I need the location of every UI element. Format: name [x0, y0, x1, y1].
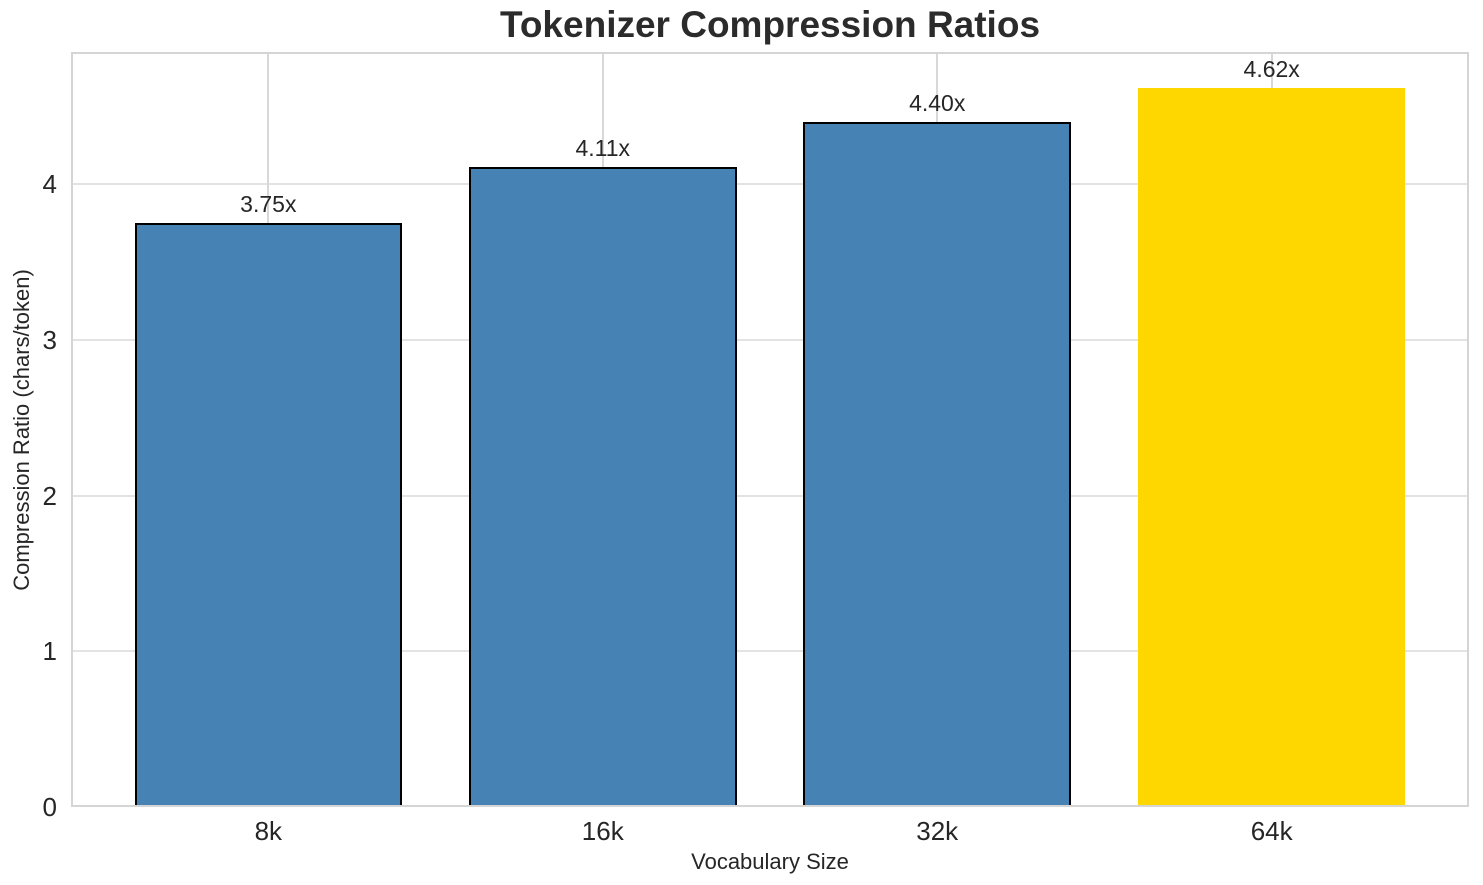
- h-gridline: [71, 183, 1469, 186]
- h-gridline: [71, 338, 1469, 341]
- h-gridline: [71, 650, 1469, 653]
- x-axis-label: Vocabulary Size: [691, 849, 849, 874]
- bar-value-label: 4.11x: [575, 135, 631, 162]
- bar-8k: [134, 223, 403, 807]
- bar-16k: [468, 167, 737, 807]
- x-tick-label: 8k: [254, 816, 283, 846]
- bar-value-label: 4.40x: [909, 90, 966, 117]
- y-tick-label: 4: [42, 169, 57, 200]
- x-tick-label: 64k: [1250, 816, 1293, 846]
- h-gridline: [71, 494, 1469, 497]
- y-axis-label: Compression Ratio (chars/token): [9, 269, 34, 591]
- y-tick-label: 1: [42, 636, 57, 667]
- plot-area: Vocabulary Size 0 1 2 3 4 3.75x 8k 4.11x 16k 4.40…: [43, 52, 1469, 874]
- bar-32k: [803, 122, 1071, 807]
- x-tick-label: 16k: [581, 816, 624, 846]
- y-tick-label: 2: [42, 480, 57, 511]
- bar-value-label: 4.62x: [1243, 55, 1300, 82]
- chart-title: Tokenizer Compression Ratios: [499, 4, 1041, 45]
- x-tick-label: 32k: [916, 816, 959, 846]
- bar-value-label: 3.75x: [240, 191, 297, 218]
- bar-64k: [1137, 87, 1406, 807]
- y-tick-label: 3: [42, 324, 57, 355]
- y-tick-label: 0: [42, 792, 57, 822]
